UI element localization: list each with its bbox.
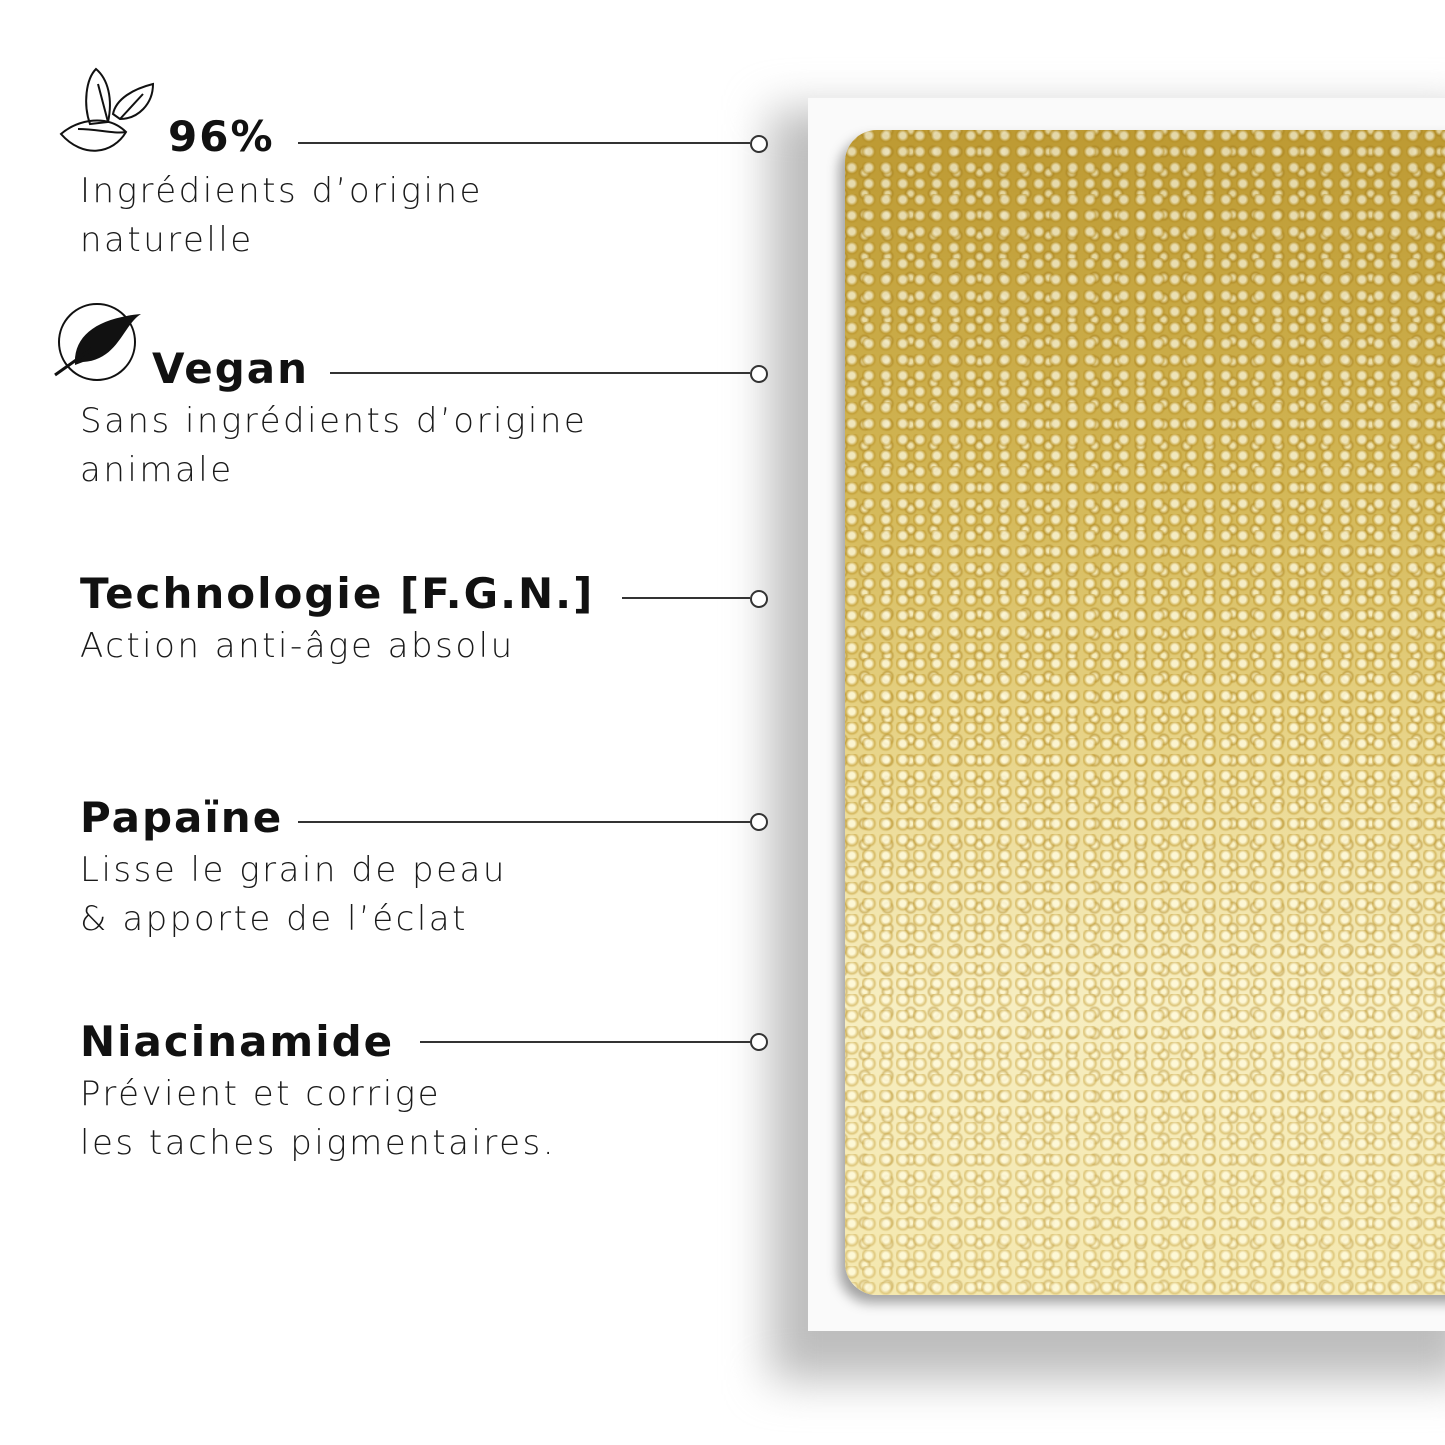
feature-subtitle: Action anti-âge absolu (80, 622, 515, 671)
connector-line (420, 1041, 750, 1043)
connector-dot (750, 590, 768, 608)
feature-subtitle: Lisse le grain de peau & apporte de l’éc… (80, 846, 507, 944)
feature-title: Papaïne (80, 793, 284, 842)
connector-dot (750, 135, 768, 153)
leaves-icon (59, 67, 155, 152)
feature-subtitle: Ingrédients d’origine naturelle (80, 167, 483, 265)
subtitle-line: animale (80, 450, 234, 490)
connector-dot (750, 1033, 768, 1051)
subtitle-line: & apporte de l’éclat (80, 899, 468, 939)
subtitle-line: Lisse le grain de peau (80, 850, 507, 890)
feature-title: Technologie [F.G.N.] (80, 569, 595, 618)
subtitle-line: Sans ingrédients d’origine (80, 401, 588, 441)
subtitle-line: Ingrédients d’origine (80, 171, 483, 211)
connector-line (298, 142, 750, 144)
feature-subtitle: Prévient et corrige les taches pigmentai… (80, 1070, 556, 1168)
feature-title: Niacinamide (80, 1017, 395, 1066)
feature-title: Vegan (152, 344, 309, 393)
subtitle-line: Action anti-âge absolu (80, 626, 515, 666)
feature-title: 96% (168, 112, 275, 161)
subtitle-line: Prévient et corrige (80, 1074, 442, 1114)
golden-bubbles-texture-image (845, 130, 1445, 1295)
subtitle-line: les taches pigmentaires. (80, 1123, 557, 1163)
connector-dot (750, 813, 768, 831)
feature-subtitle: Sans ingrédients d’origine animale (80, 397, 587, 495)
connector-line (298, 821, 750, 823)
connector-line (622, 597, 750, 599)
connector-dot (750, 365, 768, 383)
subtitle-line: naturelle (80, 220, 254, 260)
vegan-leaf-icon (54, 303, 141, 381)
connector-line (330, 372, 750, 374)
